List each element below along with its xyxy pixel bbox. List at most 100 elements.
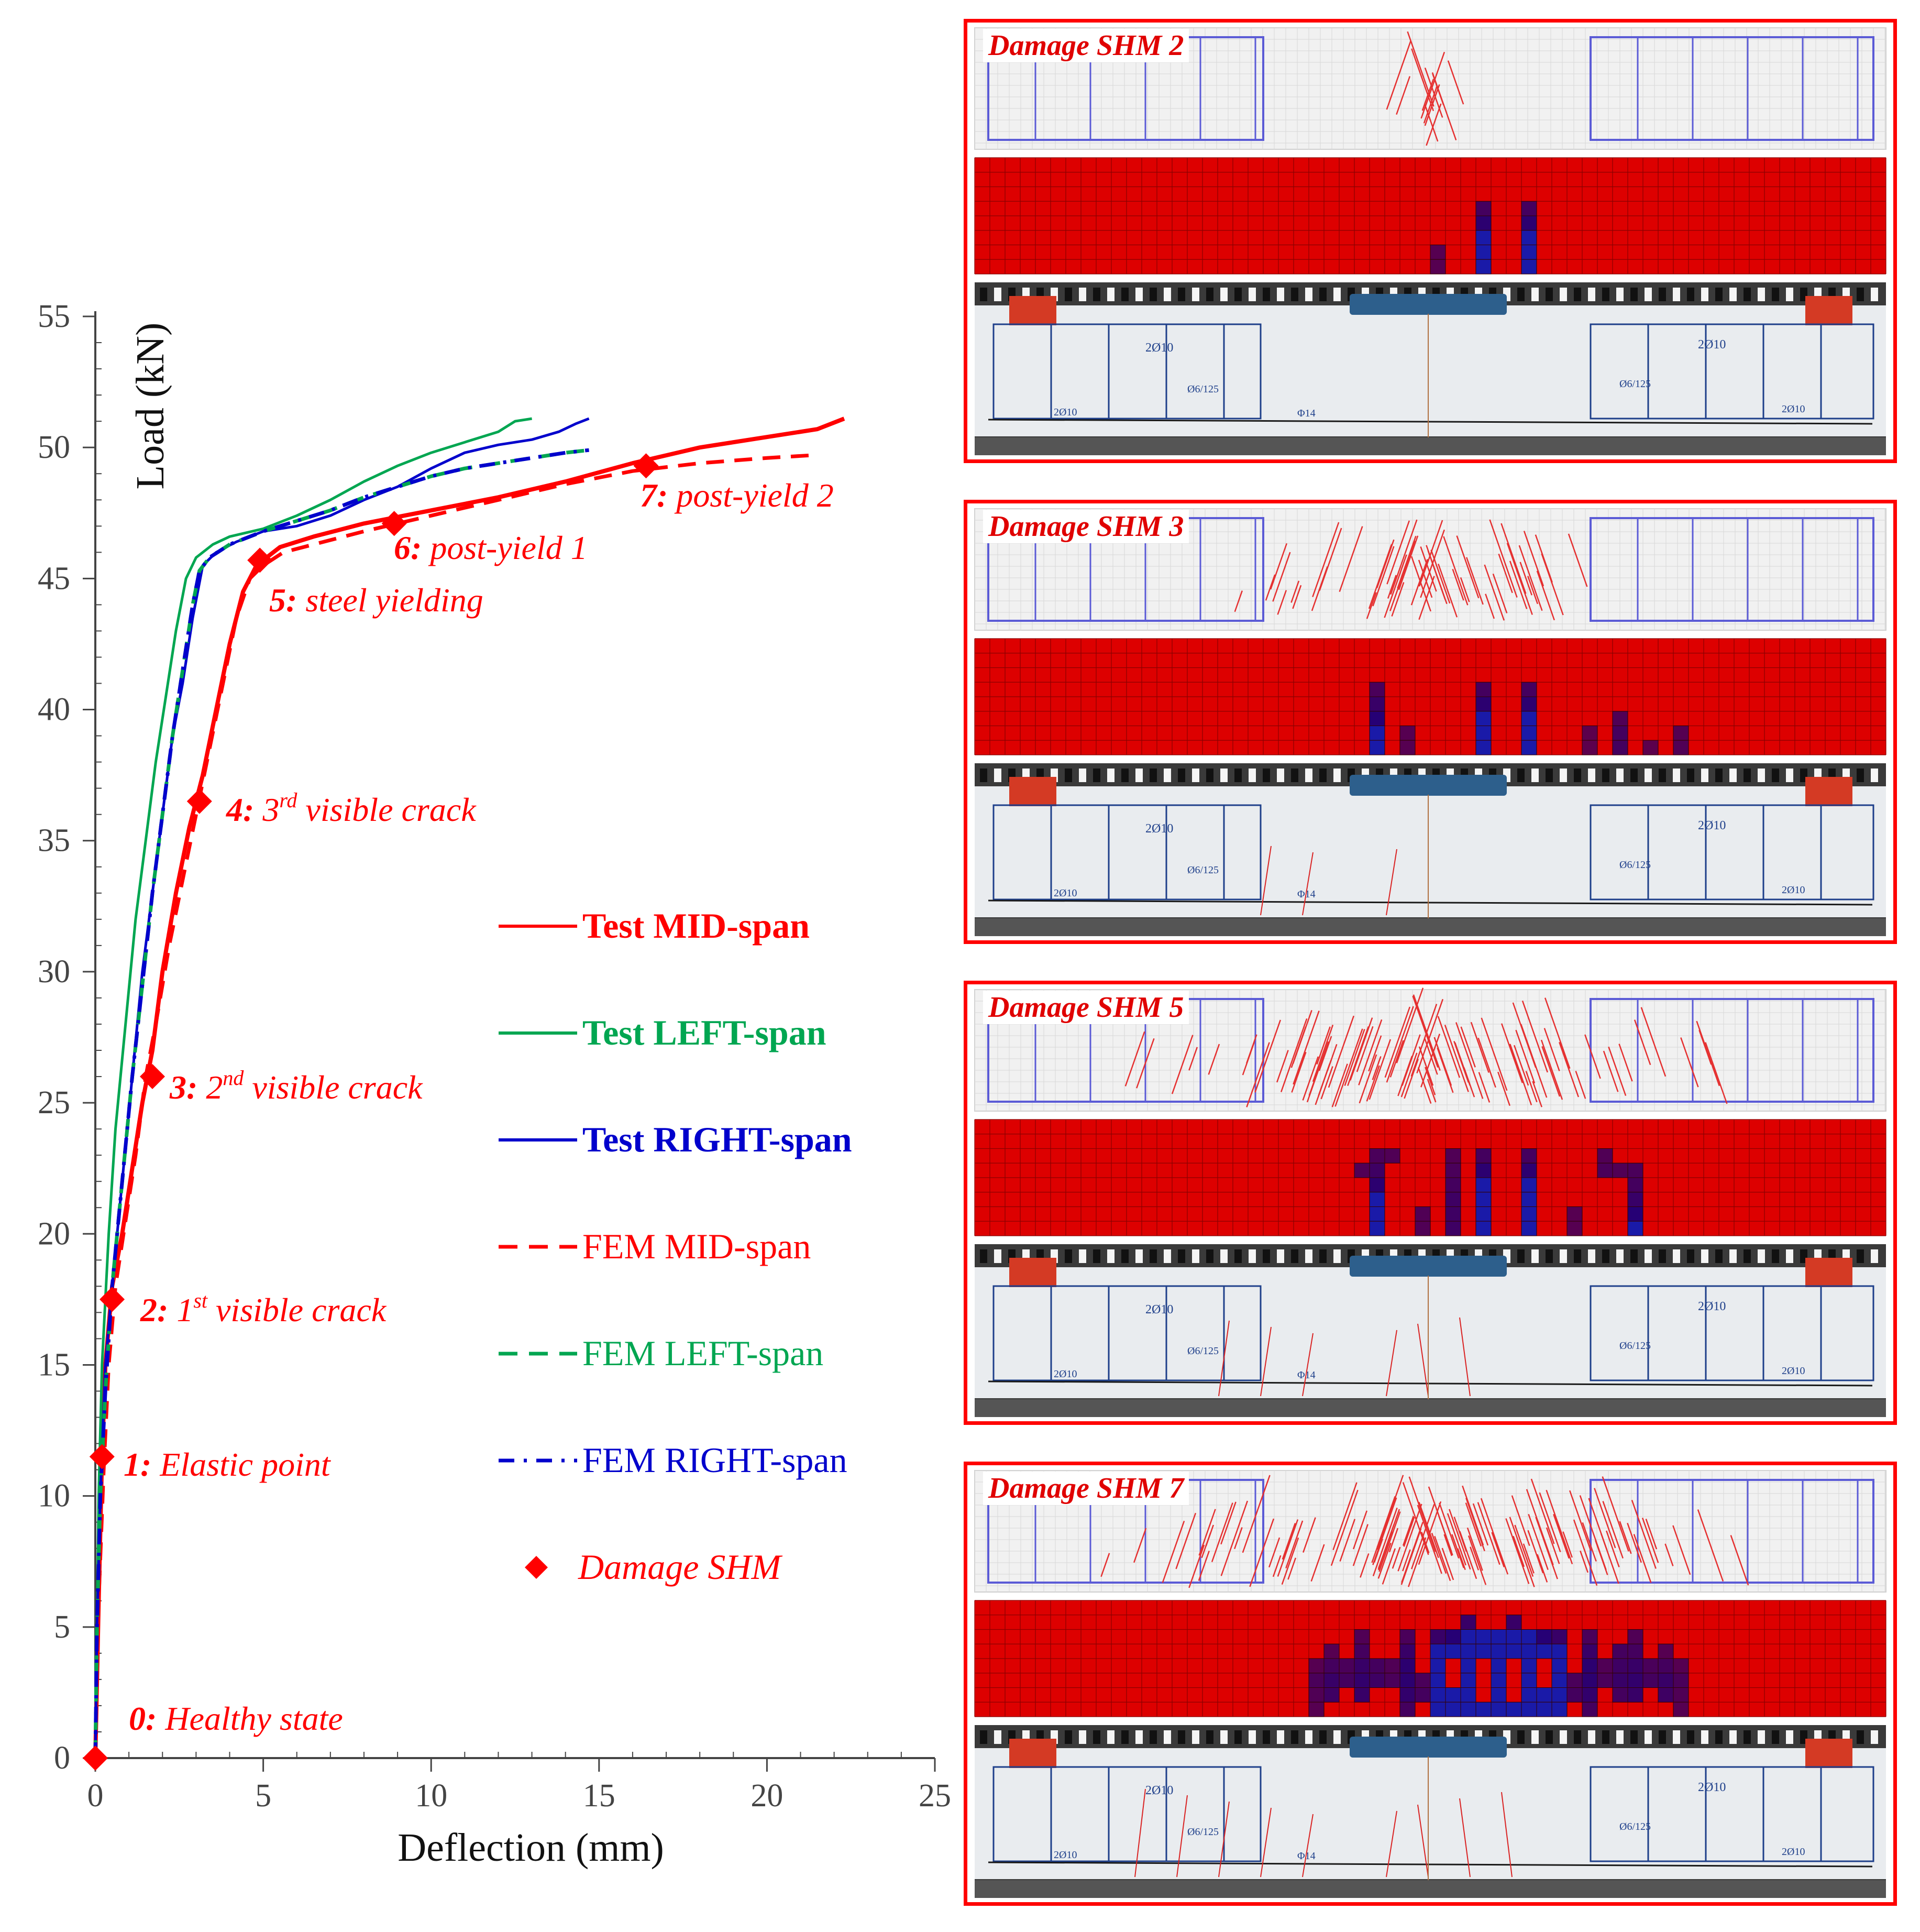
crack-line [1541, 553, 1564, 616]
ruler-mark [1729, 1730, 1737, 1744]
ruler-mark [1531, 1730, 1539, 1744]
ruler-mark [1560, 1730, 1567, 1744]
crack-line [1530, 1478, 1555, 1544]
ruler-mark [1560, 288, 1567, 301]
crack-line [1465, 1498, 1485, 1552]
ruler-mark [1305, 1249, 1312, 1263]
crack-line [1402, 1516, 1415, 1546]
damage-cell [1627, 1687, 1643, 1703]
crack-line [1443, 536, 1469, 606]
crack-line [1582, 1522, 1597, 1562]
crack-line [1428, 1486, 1452, 1552]
crack-line [1277, 1519, 1299, 1577]
photo-label: 2Ø10 [1145, 1303, 1173, 1316]
photo-label: 2Ø10 [1698, 338, 1726, 352]
panel-title: Damage SHM 2 [983, 29, 1189, 62]
crack-line [1303, 1517, 1316, 1553]
ruler-mark [1135, 288, 1143, 301]
photo-crack [1260, 846, 1272, 916]
crack-line [1640, 1007, 1667, 1077]
crack-line [1171, 1035, 1194, 1094]
drawn-stirrup-zone [992, 1766, 1262, 1862]
crack-line [1514, 1045, 1529, 1086]
legend-label: Test MID-span [582, 906, 810, 946]
crack-line [1316, 1026, 1331, 1065]
drawn-stirrup-zone [1590, 323, 1874, 420]
x-tick-label: 25 [919, 1778, 951, 1814]
drawn-rebar [988, 1380, 1873, 1387]
legend-label: Damage SHM [578, 1547, 783, 1587]
crack-line [1249, 1518, 1275, 1587]
crack-line [1505, 1518, 1530, 1584]
crack-line [1427, 1079, 1437, 1103]
crack-line [1546, 1489, 1573, 1565]
ruler-mark [1093, 1249, 1100, 1263]
crack-line [1424, 84, 1440, 126]
damage-cell [1369, 1177, 1385, 1193]
damage-cell [1460, 1673, 1476, 1688]
crack-line [1514, 1524, 1534, 1577]
ruler-mark [1121, 1249, 1129, 1263]
damage-cell [1475, 1629, 1492, 1644]
crack-line [1477, 1502, 1500, 1565]
crack-line [1268, 1537, 1281, 1568]
damage-cell [1597, 1658, 1613, 1674]
damage-cell [1536, 1702, 1552, 1717]
crack-line [1608, 1046, 1627, 1096]
photo-label: Ø6/125 [1619, 1821, 1651, 1832]
damage-cell [1521, 1162, 1537, 1178]
ruler-mark [1857, 1249, 1864, 1263]
damage-cell [1475, 740, 1492, 755]
beam-body [975, 305, 1886, 436]
drawn-rebar [988, 899, 1873, 906]
ruler-mark [1729, 769, 1737, 782]
damage-cell [1582, 1687, 1598, 1703]
ruler-mark [1645, 769, 1652, 782]
ruler-mark [994, 288, 1001, 301]
x-axis-label: Deflection (mm) [398, 1826, 664, 1870]
crack-line [1188, 1047, 1198, 1071]
ruler-mark [1602, 1249, 1609, 1263]
damage-cell [1627, 1629, 1643, 1644]
crack-line [1372, 1056, 1382, 1080]
crack-line [1320, 1066, 1333, 1100]
series-line-test-left-span [94, 417, 532, 1759]
damage-cell [1612, 711, 1628, 726]
damage-cell [1445, 1162, 1461, 1178]
crack-line [1618, 1044, 1633, 1082]
damage-marker [89, 1444, 115, 1469]
crack-line [1430, 550, 1451, 604]
ruler-mark [1546, 769, 1553, 782]
damage-cell [1475, 696, 1492, 712]
ruler-mark [1065, 769, 1072, 782]
photo-crack [1134, 1788, 1146, 1878]
crack-line [1276, 1050, 1289, 1083]
crack-line [1390, 519, 1418, 595]
stirrup-outline [1590, 517, 1874, 622]
crack-line [1220, 1501, 1237, 1545]
damage-cell [1475, 1148, 1492, 1163]
ruler-mark [1687, 1249, 1694, 1263]
crack-line [1418, 520, 1443, 587]
crack-line [1546, 1527, 1560, 1564]
crack-line [1100, 1553, 1110, 1577]
damage-cell [1506, 1643, 1522, 1659]
drawn-rebar [988, 419, 1873, 425]
damage-cell [1597, 1148, 1613, 1163]
damage-cell [1491, 1629, 1507, 1644]
ruler-mark [1687, 288, 1694, 301]
ruler-mark [1531, 769, 1539, 782]
damage-cell [1521, 1148, 1537, 1163]
damage-cell [1475, 682, 1492, 697]
crack-line [1562, 1531, 1573, 1558]
ruler-mark [1715, 1249, 1723, 1263]
crack-line [1569, 1490, 1592, 1551]
damage-cell [1323, 1658, 1340, 1674]
damage-cell [1536, 1629, 1552, 1644]
ruler-mark [1107, 1730, 1115, 1744]
damage-cell [1612, 1673, 1628, 1688]
ruler-mark [1588, 1730, 1595, 1744]
crack-line [1541, 1046, 1561, 1097]
ruler-mark [1744, 1730, 1751, 1744]
photo-crack [1501, 1792, 1513, 1878]
